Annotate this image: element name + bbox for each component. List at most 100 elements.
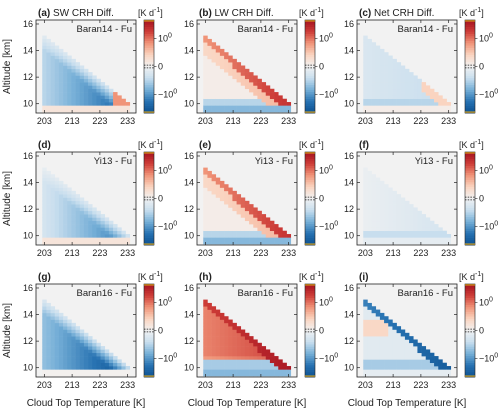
colorbar-segment [465, 29, 475, 33]
heatmap-cell [367, 207, 372, 212]
heatmap-cell [425, 369, 431, 373]
colorbar-segment [305, 47, 315, 51]
colorbar-segment [305, 161, 315, 165]
heatmap-cell [42, 180, 47, 185]
heatmap-cell [228, 187, 233, 192]
heatmap-cell [232, 108, 237, 113]
heatmap-cell [367, 240, 372, 245]
heatmap-cell [396, 346, 402, 350]
heatmap-cell [240, 95, 246, 100]
colorbar-segment [144, 31, 154, 35]
heatmap-cell [409, 227, 414, 232]
heatmap-cell [371, 55, 377, 60]
heatmap-cell [388, 78, 393, 83]
heatmap-cell [83, 95, 89, 100]
heatmap-cell [211, 322, 217, 327]
heatmap-cell [228, 346, 233, 350]
heatmap-cell [125, 105, 131, 109]
heatmap-cell [265, 95, 271, 100]
heatmap-cell [224, 88, 229, 93]
heatmap-cell [240, 92, 246, 96]
colorbar-tick-label: 0 [319, 62, 324, 72]
heatmap-cell [46, 352, 51, 357]
heatmap-cell [257, 210, 262, 215]
heatmap-cell [392, 356, 397, 360]
colorbar-segment [305, 154, 315, 158]
heatmap-cell [388, 230, 393, 235]
heatmap-cell [58, 349, 64, 354]
heatmap-cell [278, 108, 283, 113]
heatmap-cell [409, 214, 414, 218]
heatmap-cell [417, 78, 422, 83]
heatmap-cell [63, 372, 68, 377]
heatmap-cell [50, 306, 56, 310]
heatmap-cell [400, 98, 406, 103]
colorbar-segment [465, 99, 475, 102]
heatmap-cell [71, 65, 76, 70]
heatmap-cell [117, 105, 122, 109]
heatmap-cell [121, 105, 126, 109]
heatmap-cell [367, 55, 372, 60]
heatmap-cell [100, 356, 106, 360]
heatmap-cell [363, 356, 368, 360]
colorbar-unit: [K d-1] [299, 139, 324, 150]
colorbar-segment [305, 66, 315, 70]
heatmap-cell [58, 98, 64, 103]
heatmap-cell [215, 227, 221, 232]
heatmap-cell [409, 359, 414, 364]
heatmap-cell [219, 346, 225, 350]
heatmap-cell [392, 227, 397, 232]
colorbar-segment [305, 103, 315, 107]
heatmap-cell [269, 224, 275, 228]
heatmap-cell [211, 65, 217, 70]
heatmap-cell [63, 217, 68, 222]
heatmap-cell [224, 339, 229, 344]
heatmap-cell [240, 108, 246, 113]
heatmap-cell [92, 240, 97, 245]
heatmap-cell [421, 214, 427, 218]
heatmap-cell [71, 369, 76, 373]
heatmap-cell [50, 369, 56, 373]
colorbar-segment [465, 189, 475, 192]
heatmap-cell [384, 230, 389, 235]
heatmap-cell [417, 98, 422, 103]
heatmap-cell [265, 98, 271, 103]
heatmap-cell [104, 217, 110, 222]
heatmap-cell [375, 88, 381, 93]
heatmap-cell [79, 234, 85, 238]
heatmap-cell [50, 92, 56, 96]
heatmap-cell [54, 362, 60, 367]
heatmap-cell [211, 316, 217, 320]
heatmap-cell [396, 366, 402, 370]
heatmap-cell [363, 98, 368, 103]
heatmap-cell [211, 45, 217, 50]
heatmap-cell [58, 332, 64, 337]
colorbar-unit: [K d-1] [299, 7, 324, 18]
heatmap-cell [46, 55, 51, 60]
heatmap-cell [367, 180, 372, 185]
heatmap-cell [404, 342, 410, 347]
heatmap-cell [384, 322, 389, 327]
heatmap-cell [375, 319, 381, 324]
colorbar-segment [465, 179, 475, 183]
heatmap-cell [379, 204, 385, 208]
heatmap-cell [104, 349, 110, 354]
heatmap-cell [83, 227, 89, 232]
colorbar-segment [305, 316, 315, 320]
heatmap-cell [261, 230, 267, 235]
heatmap-cell [54, 316, 60, 320]
heatmap-cell [211, 108, 217, 113]
heatmap-cell [71, 336, 76, 340]
heatmap-cell [79, 85, 85, 90]
heatmap-cell [236, 372, 242, 377]
heatmap-cell [79, 72, 85, 76]
heatmap-cell [42, 82, 47, 86]
heatmap-cell [42, 332, 47, 337]
heatmap-cell [63, 108, 68, 113]
colorbar-segment [465, 210, 475, 213]
heatmap-cell [42, 220, 47, 225]
heatmap-cell [215, 95, 221, 100]
heatmap-cell [219, 92, 225, 96]
